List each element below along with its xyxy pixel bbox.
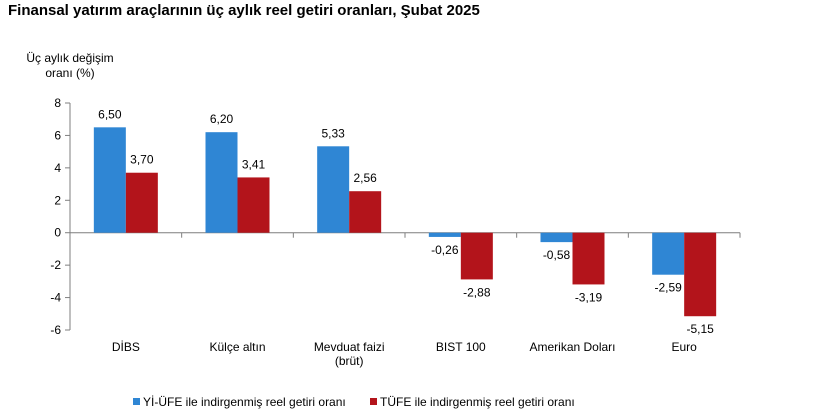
category-label: Külçe altın bbox=[209, 340, 265, 354]
y-tick-label: -2 bbox=[50, 258, 61, 272]
bar bbox=[125, 172, 158, 233]
data-label: -0,26 bbox=[431, 243, 459, 257]
category-label: (brüt) bbox=[335, 354, 364, 368]
bar bbox=[317, 146, 350, 233]
y-tick-label: 6 bbox=[54, 128, 61, 142]
legend-swatch bbox=[370, 398, 377, 405]
legend-label: Yİ-ÜFE ile indirgenmiş reel getiri oranı bbox=[143, 395, 346, 409]
y-tick-label: -4 bbox=[50, 291, 61, 305]
data-label: -0,58 bbox=[543, 248, 571, 262]
category-label: Euro bbox=[671, 340, 697, 354]
data-label: -2,88 bbox=[463, 285, 491, 299]
bar bbox=[540, 232, 573, 243]
category-label: Amerikan Doları bbox=[529, 340, 615, 354]
axes: 8 6 4 2 0 -2 -4 -6 bbox=[50, 96, 741, 337]
y-tick-label: -6 bbox=[50, 323, 61, 337]
category-label: Mevduat faizi bbox=[314, 340, 385, 354]
bar bbox=[460, 232, 493, 280]
legend-swatch bbox=[133, 398, 140, 405]
y-tick-label: 4 bbox=[54, 161, 61, 175]
data-label: 5,33 bbox=[321, 126, 345, 140]
data-label: 6,20 bbox=[210, 112, 234, 126]
y-tick-label: 2 bbox=[54, 193, 61, 207]
data-label: 6,50 bbox=[98, 107, 122, 121]
data-labels: 6,50 6,20 5,33 -0,26 -0,58 -2,59 3,70 3,41 2,56 -… bbox=[98, 107, 714, 336]
bar bbox=[205, 132, 238, 233]
category-label: BIST 100 bbox=[436, 340, 486, 354]
category-labels: DİBS Külçe altın Mevduat faizi(brüt) BIST 1… bbox=[112, 340, 697, 368]
category-label: DİBS bbox=[112, 340, 140, 354]
data-label: 3,70 bbox=[130, 153, 154, 167]
legend-label: TÜFE ile indirgenmiş reel getiri oranı bbox=[380, 395, 575, 409]
legend: Yİ-ÜFE ile indirgenmiş reel getiri oranı… bbox=[133, 395, 575, 409]
bar bbox=[684, 232, 717, 317]
bar bbox=[572, 232, 605, 285]
data-label: 3,41 bbox=[242, 157, 266, 171]
y-axis-label-line-1: Üç aylık değişim bbox=[26, 51, 113, 65]
data-label: 2,56 bbox=[353, 171, 377, 185]
data-label: -5,15 bbox=[686, 322, 714, 336]
y-axis-label-line-2: oranı (%) bbox=[45, 66, 94, 80]
chart-title: Finansal yatırım araçlarının üç aylık re… bbox=[8, 2, 480, 19]
bar bbox=[237, 177, 270, 233]
bar bbox=[349, 191, 382, 233]
data-label: -2,59 bbox=[654, 281, 682, 295]
bar bbox=[428, 232, 461, 237]
y-tick-label: 8 bbox=[54, 96, 61, 110]
data-label: -3,19 bbox=[575, 290, 603, 304]
bar bbox=[93, 127, 126, 233]
y-tick-label: 0 bbox=[54, 226, 61, 240]
bar bbox=[652, 232, 685, 275]
bars bbox=[93, 127, 717, 317]
